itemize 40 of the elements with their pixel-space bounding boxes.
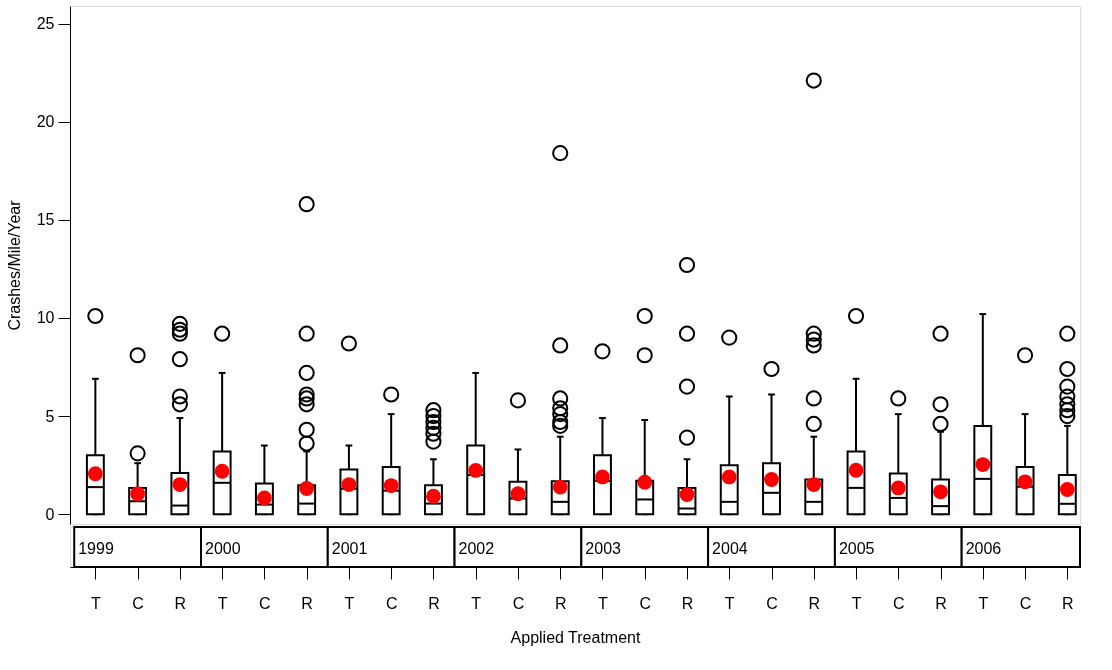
text: 2000 [205, 540, 241, 557]
x-tick-label: R [554, 594, 567, 612]
x-tick-label: C [1019, 594, 1032, 612]
x-tick-label: C [132, 594, 144, 612]
x-tick-label: R [301, 594, 313, 612]
x-tick-label: T [598, 594, 609, 612]
y-tick-label: 15 [36, 211, 55, 229]
x-tick-label: R [428, 594, 440, 612]
x-tick-label: R [1062, 594, 1074, 612]
x-tick-label: T [90, 594, 101, 612]
text: 2005 [838, 540, 875, 557]
y-tick-label: 25 [36, 15, 55, 33]
x-tick-label: T [851, 594, 862, 612]
x-tick-label: R [808, 594, 821, 612]
text: 2004 [712, 540, 748, 557]
x-tick-label: C [639, 594, 652, 612]
text: 2003 [585, 540, 622, 557]
x-tick-label: T [471, 594, 482, 612]
x-tick-label: T [344, 594, 355, 612]
y-tick-label: 10 [36, 309, 55, 327]
text: 2002 [458, 540, 495, 557]
text: 2006 [965, 540, 1002, 557]
y-axis-title: Crashes/Mile/Year [5, 199, 23, 331]
x-axis-title: Applied Treatment [510, 628, 641, 646]
x-tick-label: C [766, 594, 778, 612]
text: 2001 [331, 540, 368, 557]
x-tick-label: R [174, 594, 187, 612]
y-tick-label: 5 [45, 407, 55, 425]
y-tick-label: 0 [45, 505, 55, 523]
text: 1999 [78, 540, 114, 557]
x-tick-label: C [512, 594, 525, 612]
x-tick-label: C [259, 594, 271, 612]
x-tick-label: C [385, 594, 398, 612]
x-tick-label: R [681, 594, 694, 612]
x-tick-label: C [893, 594, 905, 612]
y-tick-label: 20 [36, 113, 55, 131]
x-tick-label: T [217, 594, 228, 612]
x-tick-label: T [724, 594, 735, 612]
x-tick-label: R [935, 594, 947, 612]
x-tick-label: T [978, 594, 989, 612]
